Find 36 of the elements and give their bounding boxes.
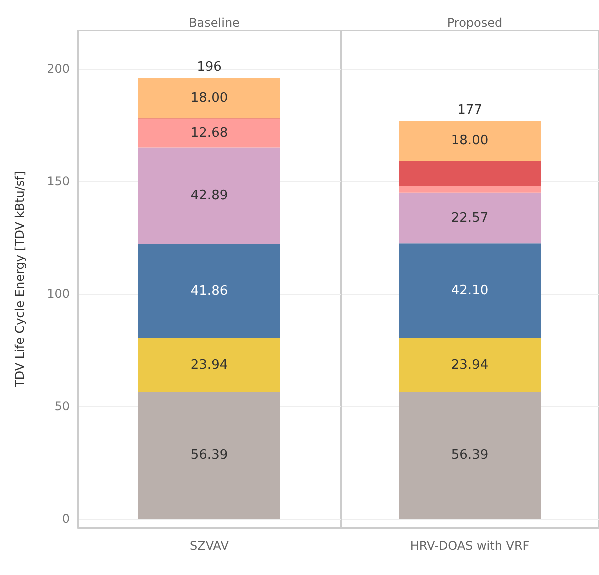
y-tick-label: 50 <box>54 400 70 414</box>
data-label: 56.39 <box>451 448 489 464</box>
y-tick-label: 200 <box>47 62 70 76</box>
data-label: 23.94 <box>451 358 489 373</box>
data-label: 41.86 <box>190 284 228 299</box>
data-label: 18.00 <box>190 90 228 106</box>
bar <box>138 244 280 338</box>
data-label: 12.68 <box>190 126 228 142</box>
bar <box>138 78 280 119</box>
bar <box>399 244 541 338</box>
total-label: 177 <box>458 102 482 118</box>
data-label: 42.89 <box>190 188 228 204</box>
x-tick-label: HRV-DOAS with VRF <box>410 539 530 553</box>
bar <box>138 338 280 392</box>
data-label: 23.94 <box>190 358 228 373</box>
chart-title: Baseline <box>189 16 240 30</box>
bar <box>399 392 541 520</box>
data-label: 18.00 <box>451 134 489 149</box>
total-label: 196 <box>197 60 222 76</box>
bar <box>399 338 541 392</box>
bar <box>399 120 541 162</box>
y-tick-label: 150 <box>47 174 70 189</box>
bar <box>138 148 280 244</box>
data-label: 22.57 <box>451 210 489 226</box>
bar <box>138 392 280 520</box>
chart-title: Proposed <box>447 16 503 30</box>
y-tick-label: 100 <box>47 287 70 302</box>
x-tick-label: SZVAV <box>190 539 230 553</box>
bar <box>399 161 541 186</box>
bar <box>399 192 541 244</box>
data-label: 56.39 <box>190 448 228 464</box>
bar <box>399 186 541 193</box>
y-axis-title: TDV Life Cycle Energy [TDV kBtu/sf] <box>13 171 27 389</box>
y-tick-label: 0 <box>62 512 70 526</box>
bar <box>138 119 280 148</box>
data-label: 42.10 <box>451 284 489 299</box>
